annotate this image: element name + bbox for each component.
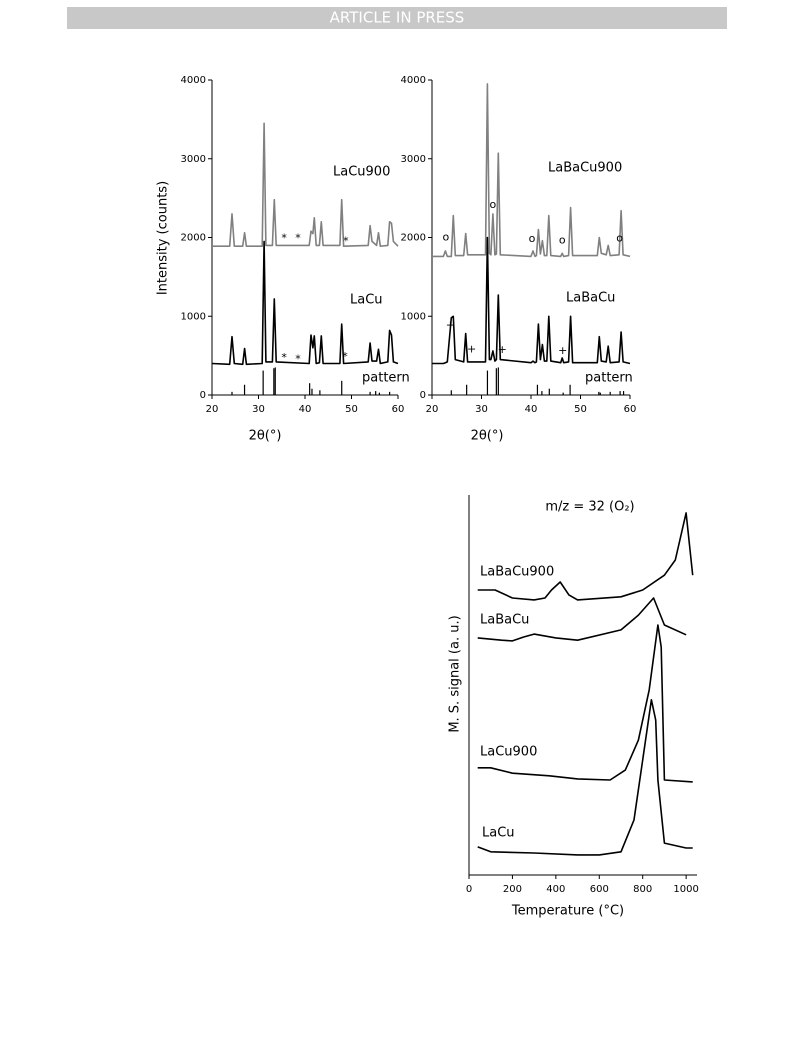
- series-label: LaCu900: [480, 745, 537, 760]
- y-tick-label: 2000: [401, 233, 426, 244]
- x-tick-label: 20: [426, 404, 439, 415]
- y-tick-label: 3000: [181, 154, 206, 165]
- peak-marker: *: [295, 231, 301, 244]
- series-line: [211, 240, 399, 366]
- peak-marker: o: [616, 231, 623, 244]
- peak-marker: o: [529, 232, 536, 245]
- pattern-label: pattern: [362, 371, 410, 386]
- x-tick-label: 400: [546, 884, 565, 895]
- x-tick-label: 50: [345, 404, 358, 415]
- peak-marker: +: [467, 342, 476, 355]
- series-label: LaBaCu: [566, 291, 615, 306]
- y-tick-label: 0: [200, 390, 206, 401]
- y-tick-label: 4000: [181, 75, 206, 86]
- y-tick-label: 4000: [401, 75, 426, 86]
- x-tick-label: 20: [206, 404, 219, 415]
- peak-marker: *: [295, 353, 301, 366]
- y-tick-label: 1000: [181, 311, 206, 322]
- header-text: ARTICLE IN PRESS: [330, 9, 465, 27]
- peak-marker: +: [446, 319, 455, 332]
- series-line: [477, 699, 693, 856]
- x-tick-label: 800: [633, 884, 652, 895]
- series-label: LaCu900: [333, 165, 390, 180]
- series-label: LaBaCu: [480, 613, 529, 628]
- peak-marker: o: [490, 198, 497, 211]
- series-label: LaBaCu900: [480, 565, 554, 580]
- x-tick-label: 40: [299, 404, 312, 415]
- x-tick-label: 60: [624, 404, 637, 415]
- x-tick-label: 30: [252, 404, 265, 415]
- peak-marker: *: [342, 350, 348, 363]
- x-tick-label: 40: [525, 404, 538, 415]
- series-line: [477, 597, 687, 642]
- header-bar: [67, 7, 727, 29]
- series-label: LaBaCu900: [548, 161, 622, 176]
- peak-marker: *: [343, 234, 349, 247]
- y-tick-label: 3000: [401, 154, 426, 165]
- series-label: LaCu: [350, 293, 383, 308]
- x-tick-label: 50: [574, 404, 587, 415]
- series-line: [432, 236, 631, 365]
- x-tick-label: 60: [392, 404, 405, 415]
- x-tick-label: 600: [590, 884, 609, 895]
- x-tick-label: 30: [475, 404, 488, 415]
- series-line: [212, 122, 399, 247]
- peak-marker: *: [281, 231, 287, 244]
- x-axis-label: 2θ(°): [471, 429, 504, 444]
- pattern-label: pattern: [585, 371, 633, 386]
- y-axis-label: Intensity (counts): [156, 181, 171, 295]
- series-line: [432, 83, 631, 258]
- y-tick-label: 2000: [181, 233, 206, 244]
- series-label: LaCu: [482, 826, 515, 841]
- x-axis-label: Temperature (°C): [511, 904, 624, 919]
- x-tick-label: 200: [503, 884, 522, 895]
- series-line: [477, 512, 694, 601]
- chart-title: m/z = 32 (O₂): [545, 500, 634, 515]
- y-axis-label: M. S. signal (a. u.): [448, 615, 463, 732]
- peak-marker: o: [559, 234, 566, 247]
- y-tick-label: 0: [420, 390, 426, 401]
- x-tick-label: 0: [466, 884, 472, 895]
- peak-marker: *: [281, 351, 287, 364]
- series-line: [477, 624, 693, 783]
- peak-marker: o: [442, 231, 449, 244]
- y-tick-label: 1000: [401, 311, 426, 322]
- x-axis-label: 2θ(°): [249, 429, 282, 444]
- peak-marker: +: [558, 344, 567, 357]
- peak-marker: +: [498, 343, 507, 356]
- x-tick-label: 1000: [673, 884, 698, 895]
